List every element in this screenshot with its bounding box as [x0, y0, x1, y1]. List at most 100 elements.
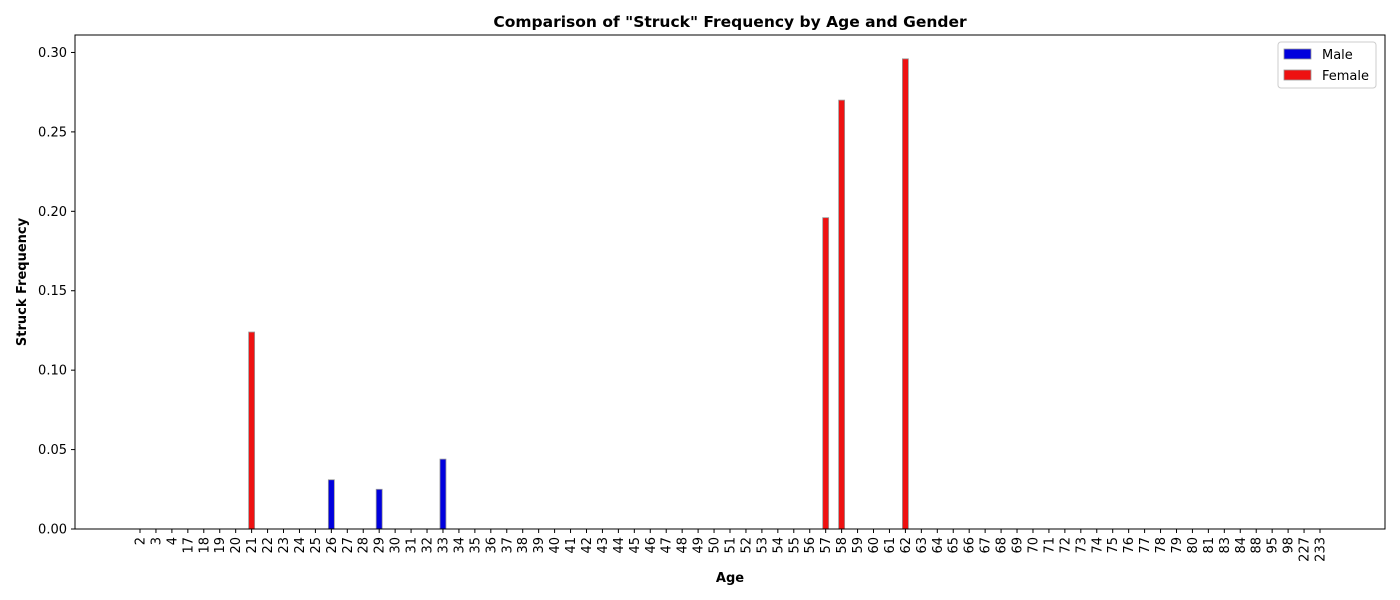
x-tick-label: 2 — [134, 537, 149, 545]
x-tick-label: 53 — [755, 537, 770, 554]
x-tick-label: 75 — [1106, 537, 1121, 554]
bar-female-21 — [248, 331, 256, 530]
x-tick-label: 23 — [277, 537, 292, 554]
x-tick-label: 72 — [1058, 537, 1073, 554]
x-tick-label: 70 — [1026, 537, 1041, 554]
x-tick-label: 22 — [261, 537, 276, 554]
x-tick-label: 52 — [739, 537, 754, 554]
bar-male-26 — [327, 479, 335, 530]
y-axis: 0.00 0.05 0.10 0.15 0.20 0.25 0.30 — [38, 46, 75, 538]
x-tick-label: 79 — [1170, 537, 1185, 554]
x-tick-label: 51 — [724, 537, 739, 554]
x-tick-label: 76 — [1122, 537, 1137, 554]
x-tick-label: 98 — [1282, 537, 1297, 554]
x-tick-label: 55 — [787, 537, 802, 554]
x-tick-label: 57 — [819, 537, 834, 554]
x-axis-title: Age — [716, 571, 744, 586]
x-tick-label: 64 — [931, 537, 946, 554]
y-axis-title: Struck Frequency — [15, 217, 30, 346]
x-tick-label: 227 — [1298, 537, 1313, 562]
y-tick-label: 0.25 — [38, 125, 67, 140]
x-tick-label: 54 — [771, 537, 786, 554]
x-tick-label: 69 — [1011, 537, 1026, 554]
chart-title: Comparison of "Struck" Frequency by Age … — [493, 13, 967, 31]
x-tick-label: 24 — [293, 537, 308, 554]
x-tick-label: 48 — [676, 537, 691, 554]
y-tick-label: 0.10 — [38, 364, 67, 379]
x-tick-label: 20 — [229, 537, 244, 554]
x-tick-label: 56 — [803, 537, 818, 554]
x-tick-label: 32 — [421, 537, 436, 554]
bars-group — [248, 58, 909, 530]
x-tick-label: 40 — [548, 537, 563, 554]
bar-female-58 — [838, 99, 846, 530]
chart-legend: Male Female — [1277, 41, 1377, 89]
x-tick-label: 84 — [1234, 537, 1249, 554]
x-tick-label: 29 — [373, 537, 388, 554]
x-tick-label: 78 — [1154, 537, 1169, 554]
x-tick-label: 36 — [484, 537, 499, 554]
x-tick-label: 60 — [867, 537, 882, 554]
x-tick-label: 50 — [708, 537, 723, 554]
x-tick-label: 95 — [1266, 537, 1281, 554]
plot-area-frame — [74, 34, 1386, 530]
x-tick-label: 61 — [883, 537, 898, 554]
x-tick-label: 39 — [532, 537, 547, 554]
y-tick-label: 0.00 — [38, 523, 67, 538]
x-tick-label: 65 — [947, 537, 962, 554]
x-tick-label: 28 — [357, 537, 372, 554]
bar-male-33 — [439, 458, 447, 530]
x-tick-label: 73 — [1074, 537, 1089, 554]
x-tick-label: 80 — [1186, 537, 1201, 554]
legend-swatch-female — [1283, 69, 1312, 81]
x-tick-label: 62 — [899, 537, 914, 554]
x-tick-label: 34 — [452, 537, 467, 554]
x-tick-label: 21 — [245, 537, 260, 554]
x-tick-label: 27 — [341, 537, 356, 554]
x-tick-label: 30 — [389, 537, 404, 554]
x-tick-label: 49 — [692, 537, 707, 554]
y-tick-label: 0.20 — [38, 205, 67, 220]
x-tick-label: 71 — [1042, 537, 1057, 554]
legend-label-male: Male — [1322, 48, 1353, 63]
x-tick-label: 46 — [644, 537, 659, 554]
x-tick-label: 18 — [197, 537, 212, 554]
x-tick-label: 77 — [1138, 537, 1153, 554]
bar-male-29 — [375, 488, 383, 530]
x-tick-label: 88 — [1250, 537, 1265, 554]
y-tick-label: 0.05 — [38, 443, 67, 458]
x-tick-label: 44 — [612, 537, 627, 554]
x-tick-label: 31 — [405, 537, 420, 554]
x-tick-label: 81 — [1202, 537, 1217, 554]
x-tick-label: 38 — [516, 537, 531, 554]
x-tick-label: 37 — [500, 537, 515, 554]
x-tick-label: 63 — [915, 537, 930, 554]
x-tick-label: 42 — [580, 537, 595, 554]
x-tick-label: 3 — [149, 537, 164, 545]
x-tick-label: 47 — [660, 537, 675, 554]
x-axis: 2 3 4 17 18 19 20 21 22 23 24 25 26 27 28 29 30 31 32 33 34 3… — [134, 529, 1329, 562]
y-tick-label: 0.15 — [38, 284, 67, 299]
x-tick-label: 43 — [596, 537, 611, 554]
x-tick-label: 83 — [1218, 537, 1233, 554]
x-tick-label: 66 — [963, 537, 978, 554]
x-tick-label: 41 — [564, 537, 579, 554]
x-tick-label: 4 — [165, 537, 180, 545]
x-tick-label: 35 — [468, 537, 483, 554]
x-tick-label: 19 — [213, 537, 228, 554]
x-tick-label: 74 — [1090, 537, 1105, 554]
x-tick-label: 33 — [436, 537, 451, 554]
x-tick-label: 26 — [325, 537, 340, 554]
x-tick-label: 67 — [979, 537, 994, 554]
x-tick-label: 59 — [851, 537, 866, 554]
y-tick-label: 0.30 — [38, 46, 67, 61]
bar-female-62 — [902, 58, 909, 530]
x-tick-label: 45 — [628, 537, 643, 554]
x-tick-label: 68 — [995, 537, 1010, 554]
x-tick-label: 58 — [835, 537, 850, 554]
x-tick-label: 17 — [181, 537, 196, 554]
x-tick-label: 25 — [309, 537, 324, 554]
legend-label-female: Female — [1322, 69, 1369, 84]
x-tick-label: 233 — [1314, 537, 1329, 562]
